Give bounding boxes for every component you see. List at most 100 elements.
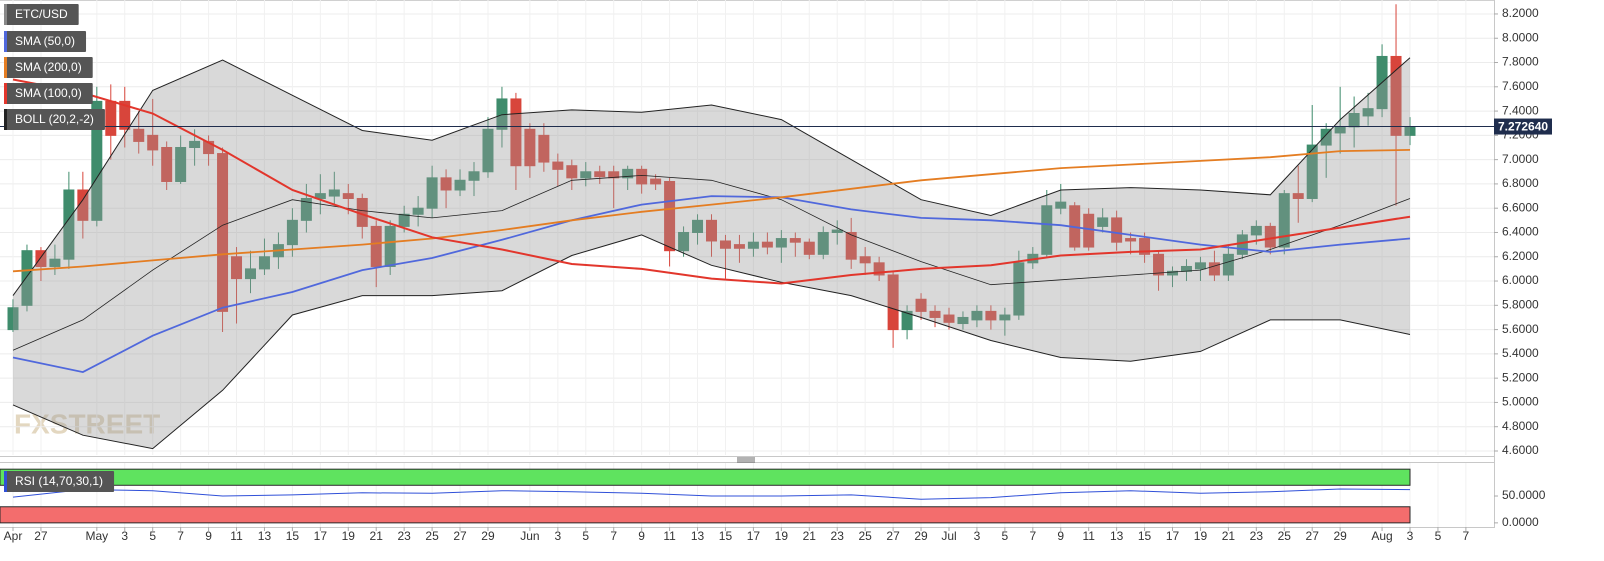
- candle-body: [119, 100, 131, 130]
- x-tick-label: 3: [121, 529, 128, 543]
- y-tick-label: 5.0000: [1502, 395, 1539, 409]
- candle-body: [594, 171, 606, 178]
- candle-body: [831, 229, 843, 233]
- legend-swatch: [4, 109, 7, 130]
- x-tick-label: 29: [914, 529, 928, 543]
- legend-label: SMA (100,0): [15, 86, 82, 100]
- candle-body: [747, 241, 759, 249]
- y-tick-label: 5.4000: [1502, 346, 1539, 360]
- candle-body: [901, 310, 913, 331]
- x-tick-label: 17: [1166, 529, 1180, 543]
- y-tick-label: 6.8000: [1502, 176, 1539, 190]
- candle-body: [370, 225, 382, 267]
- x-tick-label: 3: [554, 529, 561, 543]
- candle-body: [1041, 205, 1053, 255]
- candle-body: [733, 244, 745, 249]
- y-tick-label: 7.4000: [1502, 103, 1539, 117]
- candle-body: [244, 268, 256, 280]
- y-tick-label: 6.6000: [1502, 200, 1539, 214]
- x-tick-label: 5: [1435, 529, 1442, 543]
- rsi-tick-label: 0.0000: [1502, 515, 1539, 529]
- candle-body: [1306, 144, 1318, 199]
- rsi-line: [12, 488, 1411, 500]
- rsi-tick-label: 50.0000: [1502, 488, 1546, 502]
- x-tick-label: 23: [831, 529, 845, 543]
- candle-body: [971, 310, 983, 321]
- rsi-zone: [0, 468, 1411, 486]
- x-tick-label: 7: [1463, 529, 1470, 543]
- legend-label: ETC/USD: [15, 7, 68, 21]
- legend-item[interactable]: BOLL (20,2,-2): [4, 109, 105, 130]
- x-tick-label: 25: [858, 529, 872, 543]
- candle-body: [706, 219, 717, 242]
- candle-body: [133, 128, 145, 142]
- legend-swatch: [4, 83, 7, 104]
- x-tick-label: 3: [1407, 529, 1414, 543]
- candle-body: [622, 168, 634, 179]
- candle-body: [35, 250, 47, 267]
- x-tick-label: 23: [1250, 529, 1264, 543]
- candle-body: [7, 307, 19, 331]
- candle-body: [1222, 253, 1234, 276]
- legend-item[interactable]: SMA (200,0): [4, 57, 93, 78]
- candle-body: [859, 256, 871, 264]
- x-tick-label: 5: [149, 529, 156, 543]
- candle-body: [1055, 201, 1067, 209]
- candle-body: [189, 140, 201, 148]
- x-tick-label: 29: [481, 529, 495, 543]
- x-tick-label: 25: [1278, 529, 1292, 543]
- candle-body: [105, 100, 117, 136]
- legend-item[interactable]: SMA (50,0): [4, 31, 87, 52]
- legend-label: SMA (50,0): [15, 34, 75, 48]
- candle-body: [468, 171, 480, 181]
- bollinger-middle: [12, 174, 1411, 351]
- x-tick-label: 21: [370, 529, 384, 543]
- x-tick-label: 23: [397, 529, 411, 543]
- candle-body: [258, 256, 270, 270]
- x-tick-label: 9: [638, 529, 645, 543]
- candle-body: [1320, 128, 1332, 146]
- x-tick-label: 11: [663, 529, 676, 543]
- candle-body: [929, 310, 941, 318]
- sma-line: [12, 195, 1411, 374]
- x-tick-label: 13: [1110, 529, 1124, 543]
- main-plot-bg: [0, 0, 1494, 455]
- candle-body: [440, 177, 452, 191]
- candle-body: [873, 262, 885, 276]
- candle-body: [915, 298, 927, 312]
- candle-body: [426, 177, 438, 209]
- candle-body: [636, 168, 648, 185]
- legend-box: [4, 83, 93, 104]
- candle-body: [650, 178, 662, 185]
- candle-body: [1139, 238, 1151, 255]
- candle-body: [580, 171, 592, 179]
- x-tick-label: 19: [342, 529, 356, 543]
- x-tick-label: 29: [1333, 529, 1347, 543]
- legend-swatch: [4, 4, 7, 25]
- x-tick-label: 17: [747, 529, 761, 543]
- legend-box: [4, 109, 105, 130]
- x-tick-label: 7: [1029, 529, 1036, 543]
- candle-body: [412, 207, 424, 215]
- candle-body: [300, 197, 312, 221]
- sma-line: [12, 149, 1411, 273]
- legend-item[interactable]: ETC/USD: [4, 4, 79, 25]
- legend-item[interactable]: SMA (100,0): [4, 83, 93, 104]
- rsi-zone: [0, 506, 1411, 524]
- legend-item[interactable]: RSI (14,70,30,1): [4, 471, 115, 492]
- x-tick-label: 13: [691, 529, 705, 543]
- legend-swatch: [4, 471, 7, 492]
- y-tick-label: 6.0000: [1502, 273, 1539, 287]
- candle-body: [1208, 262, 1220, 276]
- divider-handle[interactable]: [737, 457, 755, 463]
- x-tick-label: 11: [230, 529, 243, 543]
- candle-body: [1278, 193, 1290, 248]
- y-tick-label: 4.6000: [1502, 443, 1539, 457]
- x-tick-label: Jun: [520, 529, 539, 543]
- x-tick-label: Aug: [1371, 529, 1392, 543]
- y-tick-label: 7.6000: [1502, 79, 1539, 93]
- x-tick-label: 27: [886, 529, 900, 543]
- candle-body: [887, 274, 899, 331]
- y-tick-label: 5.6000: [1502, 322, 1539, 336]
